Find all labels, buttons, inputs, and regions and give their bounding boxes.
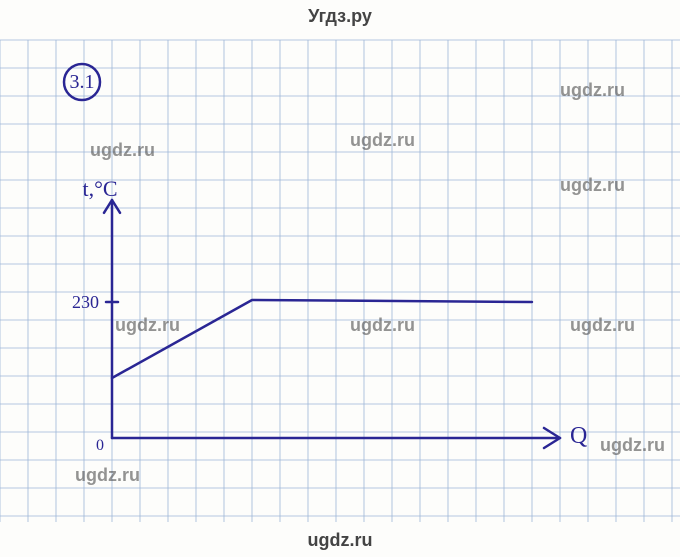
origin-label: 0 (96, 437, 104, 454)
problem-number: 3.1 (70, 71, 95, 93)
stage: 3.1t,°CQ0230 Угдз.ру ugdz.ru ugdz.ruugdz… (0, 0, 680, 557)
page-footer: ugdz.ru (0, 530, 680, 551)
y-tick-label: 230 (72, 292, 99, 312)
graph-canvas: 3.1 t,°C Q 0 230 (0, 0, 680, 557)
y-axis-label: t,°C (82, 176, 117, 201)
page-header: Угдз.ру (0, 6, 680, 27)
x-axis-label: Q (570, 423, 587, 449)
